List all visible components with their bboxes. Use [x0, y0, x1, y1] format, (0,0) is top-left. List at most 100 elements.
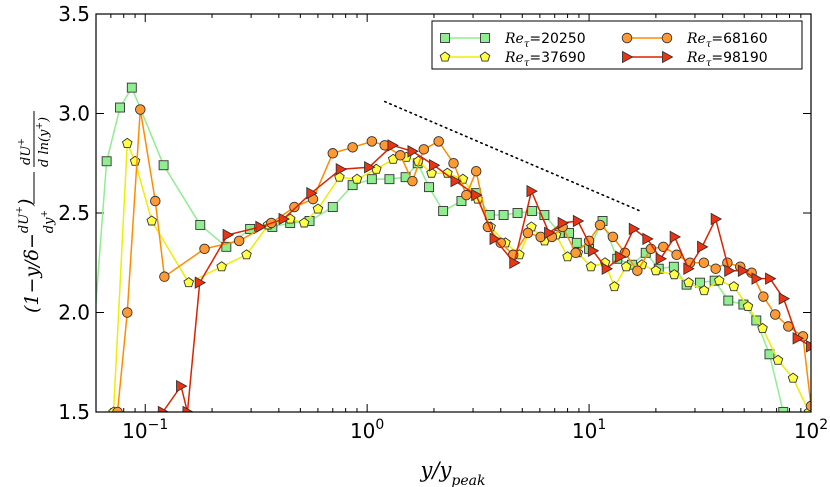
- data-point: [471, 188, 483, 202]
- data-point: [347, 180, 358, 191]
- y-tick-label: 2.0: [58, 301, 90, 325]
- data-point: [607, 231, 619, 243]
- data-point: [194, 276, 207, 289]
- data-point: [221, 241, 232, 252]
- data-point: [489, 232, 501, 246]
- data-point: [751, 272, 763, 285]
- data-point: [628, 222, 641, 236]
- data-point: [424, 182, 434, 193]
- data-point: [668, 269, 680, 280]
- data-point: [594, 219, 606, 231]
- data-point: [632, 265, 643, 276]
- legend-entry: Reτ=68160: [621, 31, 768, 50]
- data-point: [182, 405, 194, 412]
- data-point: [222, 228, 235, 242]
- plot-frame: [95, 13, 812, 413]
- data-point: [450, 174, 462, 188]
- data-point: [255, 220, 267, 234]
- data-point: [695, 277, 705, 288]
- data-point: [769, 309, 781, 320]
- y-axis-label: (1−y/δ−dU+dy+) dU+ d ln(y+): [15, 111, 57, 313]
- legend-entry: Reτ=20250: [440, 31, 586, 50]
- y-tick-labels: 1.5 2.0 2.5 3.0 3.5: [58, 2, 90, 424]
- data-point: [564, 227, 574, 238]
- data-point: [347, 142, 358, 153]
- data-point: [146, 215, 158, 226]
- data-point: [387, 139, 399, 152]
- legend-label: Reτ=20250: [504, 31, 586, 50]
- legend-marker: [479, 51, 491, 62]
- data-point: [544, 226, 556, 240]
- data-point: [522, 227, 534, 239]
- data-point: [407, 175, 418, 187]
- legend-entry: Reτ=37690: [439, 50, 586, 69]
- data-point: [587, 244, 600, 258]
- data-point: [655, 252, 668, 266]
- data-point: [772, 354, 784, 365]
- data-point: [512, 208, 523, 218]
- data-point: [126, 82, 137, 93]
- legend-label: Reτ=98190: [686, 50, 768, 69]
- series-4: [157, 139, 811, 412]
- data-point: [278, 212, 290, 226]
- data-point: [366, 136, 378, 147]
- data-point: [710, 212, 723, 226]
- data-point: [461, 189, 472, 201]
- data-point: [199, 243, 210, 255]
- data-point: [115, 102, 125, 113]
- data-point: [572, 214, 585, 228]
- series-1: [96, 82, 789, 412]
- data-point: [737, 264, 750, 277]
- reference-dotted-line: [383, 100, 642, 212]
- data-point: [157, 405, 170, 412]
- data-point: [527, 206, 538, 216]
- y-tick-label: 3.0: [58, 102, 90, 126]
- legend-marker: [480, 33, 490, 43]
- data-point: [742, 300, 754, 312]
- y-tick-label: 1.5: [58, 400, 90, 424]
- data-point: [539, 210, 550, 220]
- data-point: [535, 231, 546, 243]
- data-point: [806, 340, 811, 353]
- data-point: [620, 261, 632, 272]
- data-point: [571, 237, 582, 248]
- data-point: [495, 237, 507, 249]
- data-point: [751, 315, 762, 326]
- svg-text:d ln(y+): d ln(y+): [35, 117, 52, 167]
- data-point: [585, 261, 597, 272]
- data-point: [195, 219, 206, 230]
- reference-line-layer: [383, 100, 642, 212]
- data-point: [395, 150, 406, 161]
- data-point: [176, 379, 188, 393]
- data-point: [183, 277, 194, 288]
- data-point: [470, 165, 482, 177]
- data-point: [526, 184, 538, 198]
- data-point: [764, 349, 775, 360]
- svg-text:(1−y/δ−dU+dy+): (1−y/δ−dU+dy+): [15, 199, 57, 313]
- data-point: [150, 195, 161, 207]
- data-point: [615, 250, 627, 264]
- legend-label: Reτ=68160: [686, 31, 768, 50]
- data-point: [121, 137, 133, 148]
- data-point: [101, 156, 112, 167]
- data-point: [433, 136, 444, 147]
- data-point: [698, 285, 710, 296]
- data-point: [697, 240, 709, 254]
- data-point: [609, 281, 620, 292]
- data-point: [669, 230, 682, 244]
- data-point: [327, 148, 339, 159]
- data-point: [792, 332, 805, 345]
- legend-box: [431, 20, 803, 70]
- data-point: [384, 174, 395, 185]
- data-point: [364, 160, 376, 174]
- data-point: [758, 291, 769, 302]
- data-point: [233, 235, 245, 247]
- data-point: [112, 406, 123, 412]
- data-point: [778, 407, 789, 412]
- data-point: [787, 372, 799, 383]
- data-point: [407, 145, 419, 158]
- x-axis-label: y/ypeak: [420, 458, 486, 487]
- legend-marker: [661, 32, 673, 44]
